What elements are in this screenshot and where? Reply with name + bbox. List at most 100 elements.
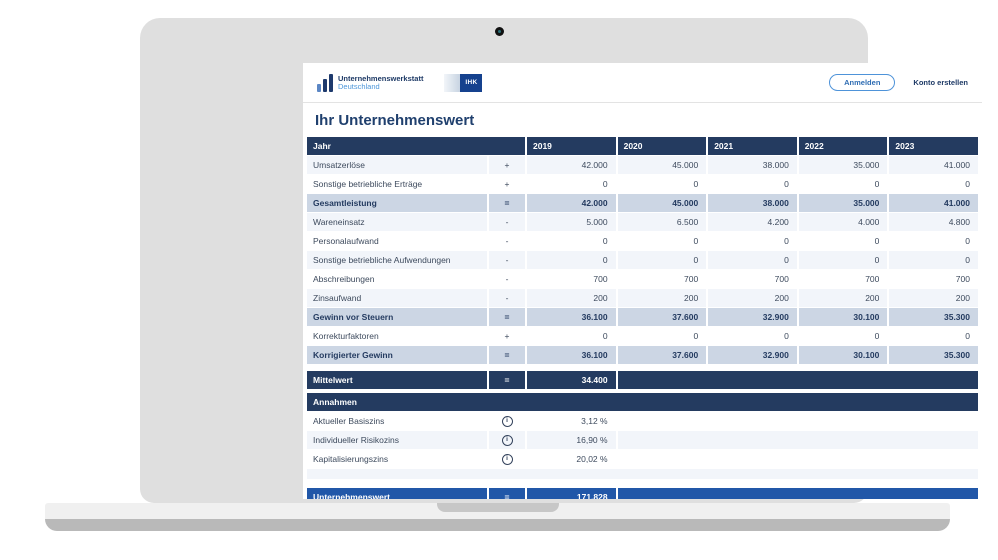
row-value: 0 [617, 175, 707, 193]
column-header-year: 2019 [527, 137, 616, 155]
row-value: 0 [889, 175, 978, 193]
row-value: 700 [889, 270, 978, 288]
table-row: Gewinn vor Steuern = 36.100 37.600 32.900 30.… [307, 308, 978, 326]
webcam-icon [495, 27, 504, 36]
row-value: 3,12 % [527, 412, 616, 430]
row-value: 0 [617, 232, 707, 250]
row-value: 20,02 % [527, 450, 616, 468]
ihk-logo-gradient [444, 73, 461, 92]
row-value: 700 [708, 270, 797, 288]
row-value: 35.000 [798, 194, 888, 212]
brand-logo[interactable]: Unternehmenswerkstatt Deutschland IHK [317, 73, 483, 92]
row-value: 171.828 [527, 488, 616, 499]
row-operator: - [489, 213, 525, 231]
table-row: Gesamtleistung = 42.000 45.000 38.000 35.000 4… [307, 194, 978, 212]
column-header-year: 2023 [889, 137, 978, 155]
row-value: 37.600 [617, 346, 707, 364]
row-value: 42.000 [527, 156, 616, 174]
row-value: 45.000 [617, 194, 707, 212]
row-value: 0 [889, 327, 978, 345]
row-value: 0 [617, 327, 707, 345]
browser-page: Unternehmenswerkstatt Deutschland IHK An… [303, 63, 982, 499]
valuation-table: Jahr 2019 2020 2021 2022 2023 Umsatzerlöse +42.… [307, 137, 978, 499]
row-label: Korrekturfaktoren [307, 327, 487, 345]
ihk-logo: IHK [444, 73, 483, 92]
row-label: Zinsaufwand [307, 289, 487, 307]
login-button[interactable]: Anmelden [829, 74, 896, 91]
laptop-screen: Unternehmenswerkstatt Deutschland IHK An… [140, 18, 982, 503]
row-filler [617, 488, 978, 499]
ihk-logo-text: IHK [460, 73, 483, 92]
row-value: 35.000 [798, 156, 888, 174]
row-filler [617, 371, 978, 389]
row-label: Sonstige betriebliche Erträge [307, 175, 487, 193]
row-operator: + [489, 327, 525, 345]
row-value: 0 [527, 232, 616, 250]
row-label: Korrigierter Gewinn [307, 346, 487, 364]
row-operator: - [489, 289, 525, 307]
row-value: 0 [708, 327, 797, 345]
register-link[interactable]: Konto erstellen [913, 78, 968, 87]
row-operator: - [489, 270, 525, 288]
row-value: 700 [527, 270, 616, 288]
table-row: Umsatzerlöse +42.000 45.000 38.000 35.000 41.… [307, 156, 978, 174]
table-header-row: Jahr 2019 2020 2021 2022 2023 [307, 137, 978, 155]
row-value: 700 [617, 270, 707, 288]
row-value: 0 [527, 175, 616, 193]
row-operator: - [489, 232, 525, 250]
row-value: 0 [708, 232, 797, 250]
column-header-year: 2022 [798, 137, 888, 155]
unternehmenswert-row: Unternehmenswert = 171.828 [307, 488, 978, 499]
row-operator: = [489, 346, 525, 364]
row-operator: = [489, 488, 525, 499]
row-value: 35.300 [889, 346, 978, 364]
row-value: 200 [527, 289, 616, 307]
row-value: 4.800 [889, 213, 978, 231]
column-header-jahr: Jahr [307, 137, 525, 155]
row-label: Gewinn vor Steuern [307, 308, 487, 326]
row-value: 5.000 [527, 213, 616, 231]
row-value: 0 [889, 251, 978, 269]
row-value: 200 [798, 289, 888, 307]
row-value: 32.900 [708, 346, 797, 364]
row-label: Wareneinsatz [307, 213, 487, 231]
row-filler [617, 450, 978, 468]
row-value: 200 [708, 289, 797, 307]
row-label: Personalaufwand [307, 232, 487, 250]
bar-chart-logo-icon [317, 73, 333, 92]
row-value: 200 [617, 289, 707, 307]
row-value: 0 [798, 232, 888, 250]
row-label: Abschreibungen [307, 270, 487, 288]
row-value: 0 [527, 327, 616, 345]
table-row: Abschreibungen -700 700 700 700 700 [307, 270, 978, 288]
row-value: 0 [617, 251, 707, 269]
row-value: 200 [889, 289, 978, 307]
row-operator: = [489, 371, 525, 389]
row-value: 30.100 [798, 346, 888, 364]
row-operator: = [489, 194, 525, 212]
row-value: 0 [889, 232, 978, 250]
page-header: Unternehmenswerkstatt Deutschland IHK An… [303, 63, 982, 103]
table-row: Sonstige betriebliche Erträge +0 0 0 0 0 [307, 175, 978, 193]
assumption-row: Aktueller Basiszins i 3,12 % [307, 412, 978, 430]
laptop-notch [437, 503, 559, 512]
row-filler [617, 431, 978, 449]
row-value: 0 [798, 251, 888, 269]
row-value: 0 [527, 251, 616, 269]
row-value: 38.000 [708, 194, 797, 212]
row-value: 4.200 [708, 213, 797, 231]
table-row: Sonstige betriebliche Aufwendungen -0 0 0 0 0 [307, 251, 978, 269]
row-value: 35.300 [889, 308, 978, 326]
row-value: 0 [708, 251, 797, 269]
column-header-year: 2021 [708, 137, 797, 155]
table-row: Korrekturfaktoren +0 0 0 0 0 [307, 327, 978, 345]
info-icon[interactable]: i [501, 434, 513, 446]
row-value: 0 [798, 327, 888, 345]
row-value: 37.600 [617, 308, 707, 326]
table-row: Korrigierter Gewinn = 36.100 37.600 32.900 30… [307, 346, 978, 364]
row-label: Individueller Risikozins [307, 431, 487, 449]
info-icon[interactable]: i [501, 453, 513, 465]
row-label: Unternehmenswert [307, 488, 487, 499]
row-value: 42.000 [527, 194, 616, 212]
info-icon[interactable]: i [501, 415, 513, 427]
